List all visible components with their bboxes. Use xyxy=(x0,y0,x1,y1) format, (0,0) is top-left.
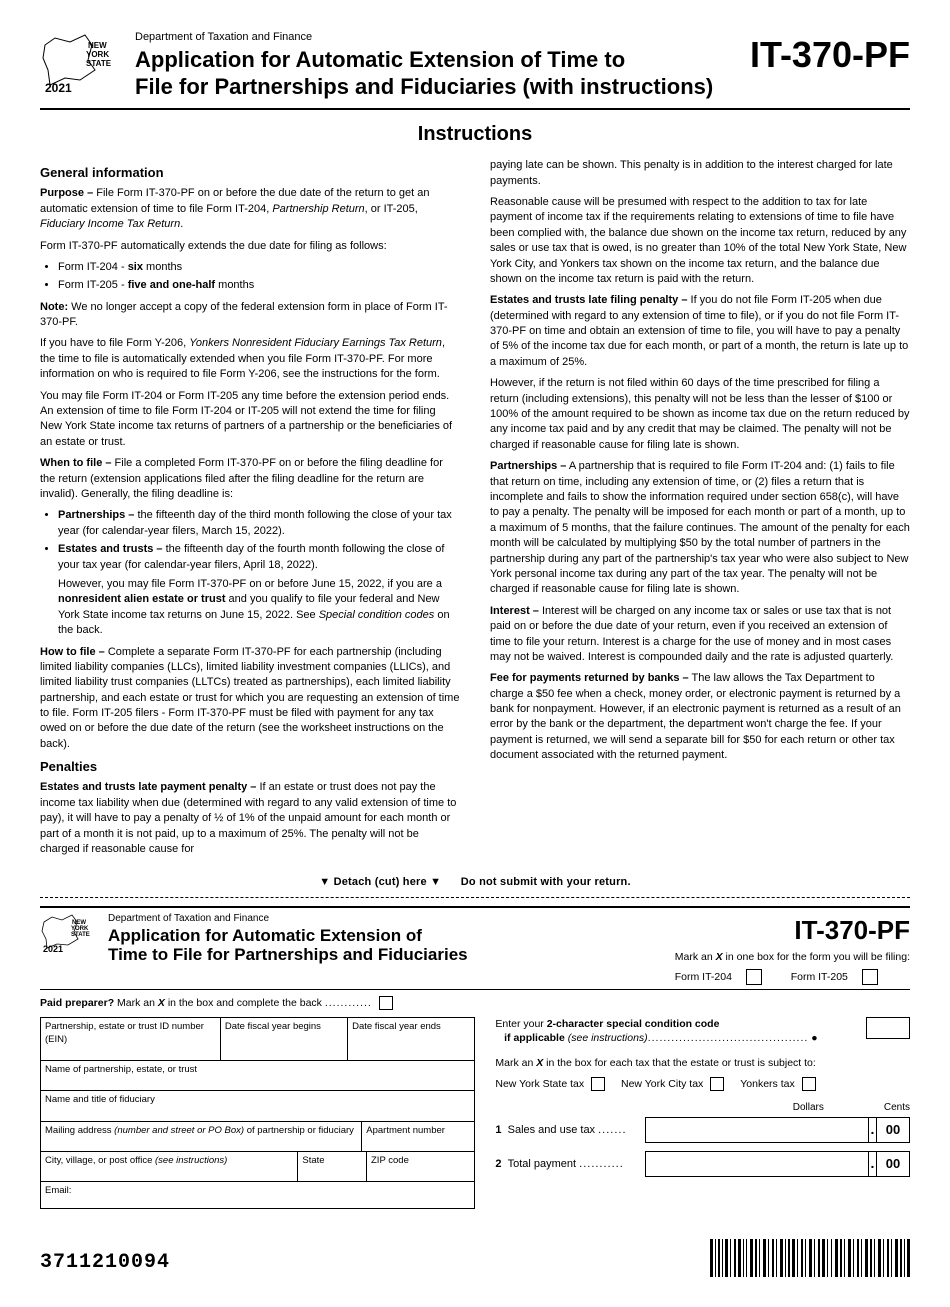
voucher-title-2: Time to File for Partnerships and Fiduci… xyxy=(108,945,667,965)
nyc-tax-label: New York City tax xyxy=(621,1078,703,1090)
svg-text:STATE: STATE xyxy=(71,932,90,938)
form-205-checkbox[interactable] xyxy=(862,969,878,985)
deadline-list: Partnerships – the fifteenth day of the … xyxy=(58,508,460,638)
svg-text:2021: 2021 xyxy=(43,944,63,952)
form-number: 3711210094 xyxy=(40,1249,170,1277)
nonresident-note: However, you may file Form IT-370-PF on … xyxy=(58,577,460,639)
instructions-body: General information Purpose – File Form … xyxy=(40,158,910,863)
condition-code-field[interactable] xyxy=(866,1017,910,1039)
paying-late-para: paying late can be shown. This penalty i… xyxy=(490,158,910,189)
partnerships-penalty-para: Partnerships – A partnership that is req… xyxy=(490,459,910,598)
general-info-heading: General information xyxy=(40,164,460,182)
how-to-file-para: How to file – Complete a separate Form I… xyxy=(40,645,460,753)
voucher-logo: NEW YORK STATE 2021 xyxy=(40,912,100,952)
form-205-label: Form IT-205 xyxy=(791,970,848,985)
paid-preparer-row: Paid preparer? Mark an X in the box and … xyxy=(40,996,910,1011)
logo-york: YORK xyxy=(86,50,109,59)
interest-para: Interest – Interest will be charged on a… xyxy=(490,604,910,666)
returned-payment-para: Fee for payments returned by banks – The… xyxy=(490,671,910,763)
mailing-address-field[interactable]: Mailing address (number and street or PO… xyxy=(41,1122,362,1151)
left-column: General information Purpose – File Form … xyxy=(40,158,460,863)
voucher-dept: Department of Taxation and Finance xyxy=(108,912,667,926)
60-days-para: However, if the return is not filed with… xyxy=(490,376,910,453)
voucher-code: IT-370-PF xyxy=(675,912,910,948)
state-field[interactable]: State xyxy=(298,1152,367,1181)
paid-preparer-checkbox[interactable] xyxy=(379,996,393,1010)
reasonable-cause-para: Reasonable cause will be presumed with r… xyxy=(490,195,910,287)
voucher-left-fields: Partnership, estate or trust ID number (… xyxy=(40,1017,475,1209)
when-to-file-para: When to file – File a completed Form IT-… xyxy=(40,456,460,502)
form-204-checkbox[interactable] xyxy=(746,969,762,985)
form-select-row: Mark an X in one box for the form you wi… xyxy=(675,950,910,965)
department-name: Department of Taxation and Finance xyxy=(135,30,740,45)
fiscal-begin-field[interactable]: Date fiscal year begins xyxy=(221,1018,348,1061)
penalties-heading: Penalties xyxy=(40,758,460,776)
dollars-heading: Dollars xyxy=(793,1101,824,1115)
sales-tax-dollars-field[interactable] xyxy=(646,1118,869,1142)
form-title-1: Application for Automatic Extension of T… xyxy=(135,47,740,73)
apartment-field[interactable]: Apartment number xyxy=(362,1122,474,1151)
extend-item-205: Form IT-205 - five and one-half months xyxy=(58,278,460,293)
right-column: paying late can be shown. This penalty i… xyxy=(490,158,910,863)
form-code: IT-370-PF xyxy=(750,30,910,80)
nys-logo: NEW YORK STATE 2021 xyxy=(40,30,125,95)
header-rule xyxy=(40,108,910,110)
form-title-2: File for Partnerships and Fiduciaries (w… xyxy=(135,74,740,100)
logo-year: 2021 xyxy=(45,81,72,95)
fiduciary-name-field[interactable]: Name and title of fiduciary xyxy=(41,1091,474,1120)
form-header: NEW YORK STATE 2021 Department of Taxati… xyxy=(40,30,910,100)
total-payment-row: 2 Total payment ........... . 00 xyxy=(495,1151,910,1177)
nys-tax-checkbox[interactable] xyxy=(591,1077,605,1091)
email-field[interactable]: Email: xyxy=(41,1182,474,1207)
detach-line xyxy=(40,897,910,898)
total-payment-dollars-field[interactable] xyxy=(646,1152,869,1176)
detach-instruction: ▼ Detach (cut) here ▼ Do not submit with… xyxy=(40,875,910,890)
total-payment-cents: 00 xyxy=(877,1152,909,1176)
instructions-heading: Instructions xyxy=(40,120,910,148)
fiscal-end-field[interactable]: Date fiscal year ends xyxy=(348,1018,474,1061)
yonkers-tax-checkbox[interactable] xyxy=(802,1077,816,1091)
sales-tax-cents: 00 xyxy=(877,1118,909,1142)
form-204-label: Form IT-204 xyxy=(675,970,732,985)
tax-subject-label: Mark an X in the box for each tax that t… xyxy=(495,1056,910,1071)
decimal-point: . xyxy=(869,1118,877,1142)
decimal-point: . xyxy=(869,1152,877,1176)
mark-x-label: Mark an X in one box for the form you wi… xyxy=(675,951,910,963)
late-payment-penalty-para: Estates and trusts late payment penalty … xyxy=(40,780,460,857)
extend-list: Form IT-204 - six months Form IT-205 - f… xyxy=(58,260,460,294)
voucher-right-fields: Enter your 2-character special condition… xyxy=(495,1017,910,1209)
extend-item-204: Form IT-204 - six months xyxy=(58,260,460,275)
cents-heading: Cents xyxy=(884,1101,910,1115)
late-filing-penalty-para: Estates and trusts late filing penalty –… xyxy=(490,293,910,370)
y206-para: If you have to file Form Y-206, Yonkers … xyxy=(40,336,460,382)
deadline-estates: Estates and trusts – the fifteenth day o… xyxy=(58,542,460,638)
nyc-tax-checkbox[interactable] xyxy=(710,1077,724,1091)
barcode xyxy=(710,1239,910,1277)
auto-extend-para: Form IT-370-PF automatically extends the… xyxy=(40,239,460,254)
logo-state: STATE xyxy=(86,59,112,68)
note-para: Note: We no longer accept a copy of the … xyxy=(40,300,460,331)
voucher-title-1: Application for Automatic Extension of xyxy=(108,926,667,946)
ein-field[interactable]: Partnership, estate or trust ID number (… xyxy=(41,1018,221,1061)
yonkers-tax-label: Yonkers tax xyxy=(740,1078,794,1090)
zip-field[interactable]: ZIP code xyxy=(367,1152,474,1181)
entity-name-field[interactable]: Name of partnership, estate, or trust xyxy=(41,1061,474,1090)
may-file-para: You may file Form IT-204 or Form IT-205 … xyxy=(40,389,460,451)
city-field[interactable]: City, village, or post office (see instr… xyxy=(41,1152,298,1181)
page-footer: 3711210094 xyxy=(40,1239,910,1277)
purpose-para: Purpose – File Form IT-370-PF on or befo… xyxy=(40,186,460,232)
deadline-partnerships: Partnerships – the fifteenth day of the … xyxy=(58,508,460,539)
voucher-section: NEW YORK STATE 2021 Department of Taxati… xyxy=(40,906,910,1209)
nys-tax-label: New York State tax xyxy=(495,1078,584,1090)
logo-new: NEW xyxy=(88,41,107,50)
sales-use-tax-row: 1 Sales and use tax ....... . 00 xyxy=(495,1117,910,1143)
